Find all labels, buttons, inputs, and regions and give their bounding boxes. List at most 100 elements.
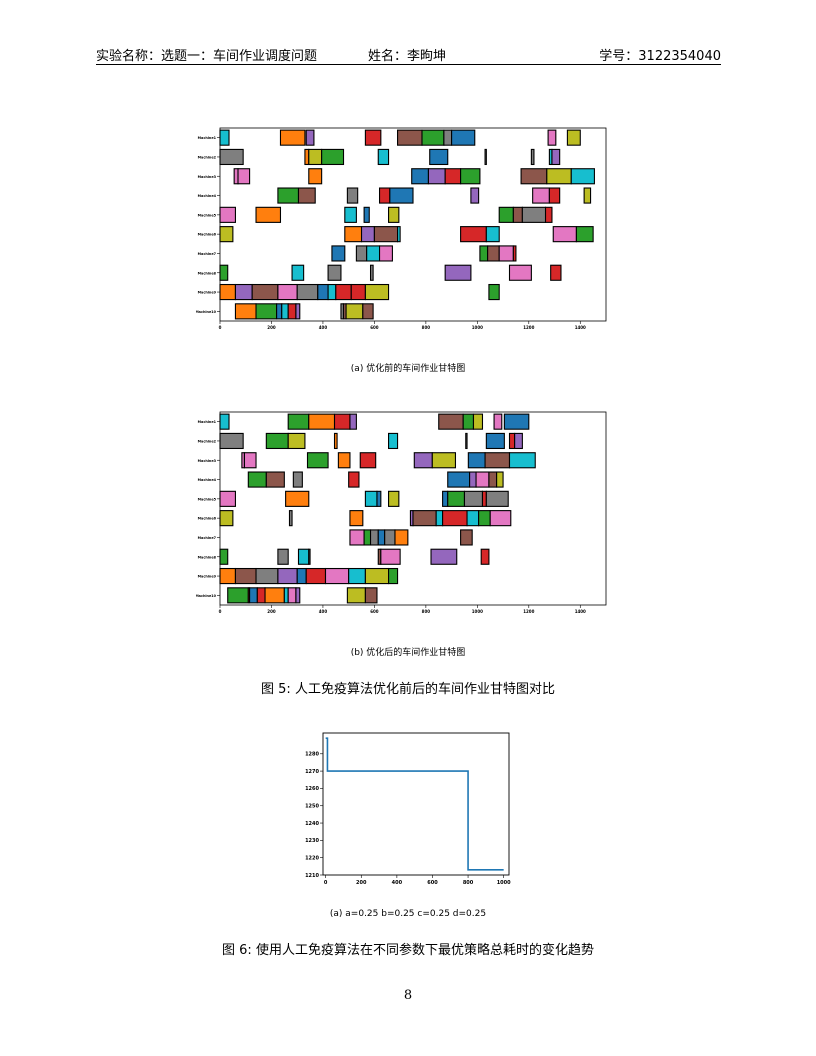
y-tick-label: Machine2 — [198, 439, 217, 443]
gantt-bar — [363, 206, 370, 223]
gantt-bar — [480, 548, 490, 565]
y-tick-label: Machine8 — [198, 555, 217, 559]
gantt-bar — [388, 490, 400, 507]
gantt-bar — [359, 452, 377, 469]
gantt-bar — [324, 567, 350, 585]
x-tick-label: 1200 — [523, 325, 534, 330]
gantt-bar — [366, 245, 381, 262]
gantt-bar — [346, 187, 359, 204]
y-tick-label: Machine9 — [198, 575, 217, 579]
y-tick-label: Machine6 — [198, 517, 217, 521]
gantt-bar — [308, 548, 311, 565]
gantt-bar — [296, 283, 319, 301]
y-tick-label: Machine5 — [198, 497, 217, 501]
gantt-bar — [397, 226, 401, 243]
x-tick-label: 600 — [370, 609, 379, 614]
y-tick-label: Machine3 — [198, 459, 217, 463]
gantt-bar — [463, 490, 484, 507]
gantt-bar — [308, 168, 323, 185]
gantt-bar — [219, 548, 229, 565]
gantt-bar — [360, 226, 375, 243]
gantt-bar — [219, 510, 234, 527]
x-tick-label: 200 — [356, 880, 367, 886]
gantt-bar — [388, 567, 399, 585]
gantt-bar — [467, 452, 486, 469]
gantt-bar — [255, 567, 279, 585]
y-tick-label: 1220 — [305, 855, 319, 861]
x-tick-label: 0 — [219, 325, 222, 330]
gantt-bar — [470, 187, 480, 204]
x-tick-label: 1000 — [472, 325, 483, 330]
gantt-bar — [388, 432, 399, 450]
gantt-bar — [429, 148, 449, 166]
gantt-bar — [344, 226, 363, 243]
gantt-bar — [570, 168, 595, 185]
y-tick-label: Machine7 — [198, 252, 217, 256]
y-tick-label: Machine1 — [198, 136, 217, 140]
gantt-bar — [388, 206, 400, 223]
gantt-bar — [485, 226, 500, 243]
gantt-bar — [546, 168, 572, 185]
gantt-bar — [279, 129, 306, 146]
x-tick-label: 1000 — [497, 880, 511, 886]
gantt-bar — [304, 148, 310, 166]
gantt-bar — [530, 148, 535, 166]
gantt-bar — [327, 283, 337, 301]
gantt-bar — [469, 471, 477, 488]
gantt-bar — [421, 129, 445, 146]
x-tick-label: 400 — [319, 325, 328, 330]
gantt-bar — [487, 245, 500, 262]
gantt-bar — [306, 452, 329, 469]
gantt-bar — [431, 452, 457, 469]
gantt-bar — [277, 548, 289, 565]
gantt-bar — [287, 413, 310, 430]
y-tick-label: 1240 — [305, 821, 319, 827]
gantt-bar — [346, 587, 366, 604]
y-tick-label: 1270 — [305, 769, 319, 775]
gantt-bar — [348, 471, 360, 488]
gantt-bar — [413, 452, 433, 469]
gantt-bar — [430, 548, 458, 565]
x-tick-label: 800 — [463, 880, 474, 886]
gantt-bar — [503, 413, 530, 430]
gantt-bar — [438, 413, 464, 430]
gantt-bar — [472, 413, 484, 430]
gantt-bar — [255, 303, 278, 320]
gantt-bar — [317, 283, 329, 301]
gantt-bar — [265, 471, 285, 488]
gantt-bar — [297, 548, 310, 565]
y-tick-label: Machine4 — [198, 478, 217, 482]
gantt-bar — [327, 264, 342, 281]
gantt-bar — [377, 148, 390, 166]
gantt-bar — [583, 187, 592, 204]
gantt-bar — [321, 148, 345, 166]
gantt-bar — [373, 226, 399, 243]
x-tick-label: 200 — [267, 609, 276, 614]
gantt-bar — [451, 129, 476, 146]
y-tick-label: Machine4 — [198, 194, 217, 198]
gantt-bar — [237, 168, 251, 185]
plot-frame — [322, 732, 510, 876]
gantt-bar — [295, 303, 301, 320]
x-tick-label: 1400 — [575, 609, 586, 614]
gantt-bar — [344, 206, 357, 223]
gantt-bar — [412, 510, 437, 527]
y-tick-label: 1260 — [305, 786, 319, 792]
y-tick-label: Machine7 — [198, 536, 217, 540]
gantt-bar — [349, 413, 357, 430]
gantt-bar — [305, 567, 327, 585]
gantt-bar — [378, 245, 393, 262]
gantt-bar — [544, 206, 553, 223]
gantt-bar — [369, 529, 379, 546]
gantt-bar — [427, 168, 446, 185]
gantt-bar — [285, 490, 310, 507]
gantt-bar — [485, 432, 505, 450]
gantt-bar — [484, 452, 511, 469]
gantt-bar — [384, 529, 396, 546]
gantt-bar — [496, 471, 504, 488]
x-tick-label: 0 — [219, 609, 222, 614]
gantt-bar — [478, 510, 491, 527]
gantt-bar — [488, 283, 500, 301]
gantt-chart-after: Machine1 Machine2 Machine3 Machine4 Machine5… — [196, 411, 607, 614]
author-name: 姓名：李昫坤 — [368, 49, 447, 64]
